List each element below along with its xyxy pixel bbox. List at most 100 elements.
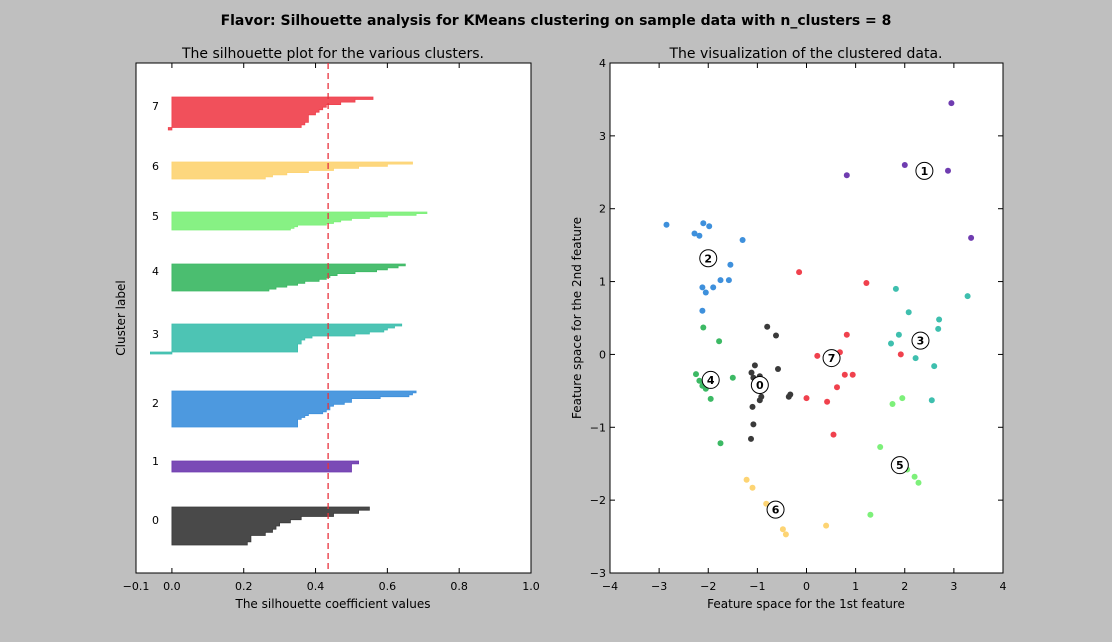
cluster-center-6 xyxy=(766,500,785,519)
scatter-point-cluster-2 xyxy=(727,261,734,268)
scatter-point-cluster-3 xyxy=(928,397,935,404)
scatter-point-cluster-5 xyxy=(877,444,884,450)
scatter-xtick-label: −2 xyxy=(700,580,716,593)
silhouette-plot-title: The silhouette plot for the various clus… xyxy=(181,46,484,62)
silhouette-band-cluster-4 xyxy=(171,263,406,292)
cluster-center-label-1: 1 xyxy=(921,165,929,178)
figure-suptitle: Flavor: Silhouette analysis for KMeans c… xyxy=(221,13,892,29)
scatter-point-cluster-0 xyxy=(748,369,755,376)
scatter-point-cluster-2 xyxy=(706,223,713,230)
scatter-point-cluster-6 xyxy=(749,484,756,491)
scatter-point-cluster-1 xyxy=(843,172,850,179)
cluster-label-4: 4 xyxy=(152,265,159,278)
cluster-label-6: 6 xyxy=(152,160,159,173)
cluster-scatter-plot: The visualization of the clustered data.… xyxy=(570,46,1007,611)
scatter-point-cluster-0 xyxy=(756,397,763,404)
scatter-ytick-label: −3 xyxy=(590,567,606,580)
scatter-point-cluster-7 xyxy=(849,371,856,378)
scatter-ytick-label: 2 xyxy=(599,203,606,216)
scatter-xtick-label: 1 xyxy=(852,580,859,593)
scatter-xtick-label: 2 xyxy=(901,580,908,593)
scatter-point-cluster-7 xyxy=(863,280,870,286)
silhouette-xtick-label: 0.2 xyxy=(235,580,253,593)
cluster-center-2 xyxy=(699,249,718,268)
scatter-xtick-label: 3 xyxy=(950,580,957,593)
scatter-point-cluster-1 xyxy=(901,162,908,168)
scatter-point-cluster-5 xyxy=(915,479,922,486)
silhouette-xtick-label: 1.0 xyxy=(522,580,540,593)
scatter-point-cluster-2 xyxy=(696,232,703,239)
scatter-point-cluster-3 xyxy=(892,285,899,292)
scatter-xtick-label: 0 xyxy=(803,580,810,593)
scatter-point-cluster-3 xyxy=(905,309,912,316)
scatter-ytick-label: 1 xyxy=(599,276,606,289)
scatter-ytick-label: 3 xyxy=(599,130,606,143)
silhouette-xtick-label: −0.1 xyxy=(123,580,150,593)
scatter-point-cluster-6 xyxy=(823,522,830,529)
silhouette-band-cluster-3 xyxy=(150,323,403,355)
scatter-point-cluster-3 xyxy=(912,355,919,362)
silhouette-band-cluster-5 xyxy=(171,211,428,231)
silhouette-plot-frame xyxy=(135,62,532,574)
silhouette-band-cluster-6 xyxy=(171,161,413,180)
cluster-center-7 xyxy=(822,349,841,368)
scatter-point-cluster-4 xyxy=(717,440,724,447)
scatter-point-cluster-2 xyxy=(739,237,746,243)
scatter-ytick-label: 4 xyxy=(599,57,606,70)
scatter-xtick-label: −3 xyxy=(651,580,667,593)
scatter-point-cluster-4 xyxy=(716,338,723,345)
scatter-point-cluster-2 xyxy=(700,220,707,227)
scatter-point-cluster-7 xyxy=(897,351,904,358)
scatter-point-cluster-6 xyxy=(782,531,789,538)
silhouette-band-cluster-0 xyxy=(171,506,370,546)
cluster-center-5 xyxy=(890,456,909,475)
scatter-point-cluster-4 xyxy=(693,371,699,378)
scatter-point-cluster-7 xyxy=(830,431,837,438)
scatter-plot-xlabel: Feature space for the 1st feature xyxy=(707,597,905,611)
cluster-label-3: 3 xyxy=(152,328,159,341)
silhouette-plot-ylabel: Cluster label xyxy=(114,280,128,355)
scatter-point-cluster-1 xyxy=(968,234,975,241)
scatter-point-cluster-7 xyxy=(824,398,831,405)
scatter-point-cluster-4 xyxy=(729,374,736,381)
silhouette-band-cluster-2 xyxy=(171,390,417,428)
cluster-label-1: 1 xyxy=(152,455,159,468)
scatter-point-cluster-2 xyxy=(710,284,717,291)
silhouette-band-cluster-7 xyxy=(167,96,374,131)
silhouette-band-cluster-1 xyxy=(171,460,359,473)
scatter-point-cluster-7 xyxy=(803,395,810,402)
scatter-point-cluster-5 xyxy=(889,401,896,407)
scatter-point-cluster-7 xyxy=(841,371,848,378)
scatter-point-cluster-3 xyxy=(931,363,938,370)
scatter-plot-title: The visualization of the clustered data. xyxy=(669,46,943,62)
silhouette-xtick-label: 0.6 xyxy=(379,580,397,593)
scatter-ytick-label: 0 xyxy=(599,348,606,361)
cluster-center-0 xyxy=(750,376,769,395)
scatter-point-cluster-0 xyxy=(748,435,754,442)
scatter-ytick-label: −2 xyxy=(590,494,606,507)
cluster-center-4 xyxy=(701,370,720,389)
silhouette-plot: The silhouette plot for the various clus… xyxy=(114,46,540,611)
cluster-label-7: 7 xyxy=(152,100,159,113)
scatter-xtick-label: −4 xyxy=(602,580,618,593)
scatter-point-cluster-7 xyxy=(843,331,850,338)
cluster-label-5: 5 xyxy=(152,210,159,223)
cluster-center-1 xyxy=(915,161,934,180)
silhouette-xtick-label: 0.0 xyxy=(163,580,181,593)
scatter-point-cluster-0 xyxy=(749,403,756,410)
scatter-point-cluster-4 xyxy=(700,324,707,331)
scatter-point-cluster-0 xyxy=(775,366,781,372)
scatter-point-cluster-0 xyxy=(764,323,771,330)
scatter-plot-frame xyxy=(609,62,1004,574)
scatter-point-cluster-0 xyxy=(751,362,758,369)
scatter-point-cluster-2 xyxy=(691,230,698,237)
cluster-center-label-6: 6 xyxy=(772,504,780,517)
scatter-xtick-label: 4 xyxy=(1000,580,1007,593)
scatter-point-cluster-7 xyxy=(796,269,803,276)
scatter-point-cluster-3 xyxy=(895,331,902,338)
scatter-ytick-label: −1 xyxy=(590,421,606,434)
scatter-point-cluster-1 xyxy=(948,100,955,107)
silhouette-plot-xlabel: The silhouette coefficient values xyxy=(235,597,431,611)
scatter-point-cluster-3 xyxy=(935,325,942,332)
